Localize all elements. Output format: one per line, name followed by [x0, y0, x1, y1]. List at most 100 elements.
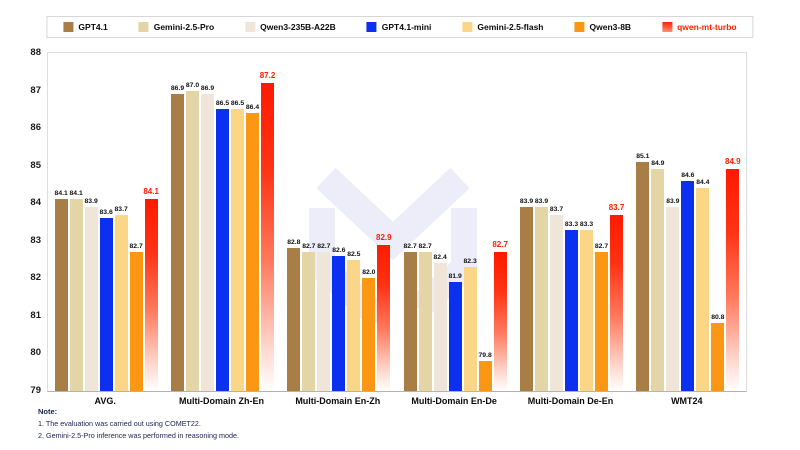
- bar-value-label: 83.7: [114, 205, 128, 213]
- y-tick-label: 85: [30, 159, 41, 171]
- bar-qwen-mt-turbo-2: [377, 244, 391, 391]
- bar-value-label: 83.9: [666, 197, 680, 205]
- bar-value-label: 82.7: [302, 243, 316, 251]
- y-tick-label: 83: [30, 234, 41, 246]
- legend-label: Qwen3-8B: [589, 22, 632, 32]
- bar-gpt4.1-5: [636, 161, 650, 391]
- bar-value-label: 82.4: [433, 254, 447, 262]
- bar-value-label: 82.8: [287, 239, 301, 247]
- bar-qwen3-8b-1: [246, 113, 259, 391]
- legend-label: qwen-mt-turbo: [677, 22, 737, 32]
- bar-value-label: 87.0: [185, 81, 200, 89]
- bar-value-label: 82.6: [332, 246, 346, 254]
- bar-value-label: 83.7: [549, 205, 564, 213]
- bar-gemini-2.5-flash-0: [114, 214, 128, 391]
- legend-swatch: [63, 22, 74, 32]
- bar-gpt4.1-2: [287, 248, 301, 391]
- legend-swatch: [245, 22, 256, 32]
- legend-label: GPT4.1: [78, 22, 108, 32]
- bar-qwen-mt-turbo-3: [493, 252, 507, 391]
- bar-gemini-2.5-pro-4: [535, 206, 548, 391]
- bar-value-label: 82.0: [362, 269, 376, 277]
- bar-qwen-mt-turbo-4: [610, 214, 623, 391]
- bar-value-label: 84.4: [696, 179, 710, 187]
- bar-gemini-2.5-flash-1: [231, 109, 244, 391]
- bar-value-label: 82.7: [403, 243, 417, 251]
- bar-value-label: 87.2: [259, 71, 276, 81]
- bar-qwen3-8b-2: [362, 278, 376, 391]
- legend-label: Qwen3-235B-A22B: [260, 22, 336, 32]
- bar-qwen3-8b-0: [129, 252, 143, 391]
- legend-item-qwen3-235b-a22b: Qwen3-235B-A22B: [245, 22, 336, 32]
- legend-label: Gemini-2.5-Pro: [153, 22, 215, 32]
- bar-gpt4.1-mini-4: [565, 229, 578, 391]
- legend-item-gemini-2.5-flash: Gemini-2.5-flash: [462, 22, 544, 32]
- bar-qwen-mt-turbo-5: [726, 169, 740, 391]
- bar-value-label: 82.7: [492, 240, 508, 250]
- bar-gpt4.1-mini-0: [99, 218, 113, 391]
- y-tick-label: 79: [30, 385, 41, 396]
- bar-gemini-2.5-pro-0: [69, 199, 83, 391]
- legend-label: GPT4.1-mini: [381, 22, 432, 32]
- y-tick-label: 84: [30, 197, 41, 209]
- bar-value-label: 82.7: [418, 243, 432, 251]
- y-tick-label: 80: [30, 347, 41, 359]
- legend-label: Gemini-2.5-flash: [477, 22, 544, 32]
- bar-qwen-mt-turbo-1: [261, 83, 274, 391]
- bar-gpt4.1-0: [54, 199, 68, 391]
- bar-value-label: 83.6: [99, 209, 113, 217]
- bar-gpt4.1-3: [403, 252, 417, 391]
- legend-item-gpt4.1: GPT4.1: [63, 22, 108, 32]
- bar-gemini-2.5-flash-3: [463, 267, 477, 391]
- bar-value-label: 80.8: [711, 314, 725, 322]
- bar-value-label: 82.7: [594, 243, 609, 251]
- bar-gpt4.1-mini-3: [448, 282, 462, 391]
- bar-gemini-2.5-pro-1: [186, 90, 199, 391]
- bar-value-label: 82.5: [347, 250, 361, 258]
- bar-gpt4.1-mini-2: [332, 255, 346, 391]
- bar-value-label: 84.1: [54, 190, 68, 198]
- bar-gemini-2.5-flash-2: [347, 259, 361, 391]
- bar-value-label: 83.7: [608, 202, 625, 212]
- bar-value-label: 82.9: [376, 232, 392, 242]
- bar-qwen3-8b-3: [478, 360, 492, 391]
- bar-gemini-2.5-pro-5: [651, 169, 665, 391]
- bar-gpt4.1-mini-1: [216, 109, 229, 391]
- legend-swatch: [574, 22, 585, 32]
- bar-value-label: 84.1: [69, 190, 83, 198]
- category-label-1: Multi-Domain Zh-En: [178, 396, 264, 406]
- bar-value-label: 84.9: [725, 157, 741, 167]
- bar-gpt4.1-mini-5: [681, 180, 695, 391]
- bar-gemini-2.5-pro-3: [418, 252, 432, 391]
- bar-value-label: 86.5: [215, 100, 230, 108]
- category-label-5: WMT24: [671, 396, 703, 406]
- bar-value-label: 86.9: [200, 85, 215, 93]
- bar-value-label: 82.7: [317, 243, 331, 251]
- bar-qwen3-235b-a22b-5: [666, 206, 680, 391]
- bar-gemini-2.5-flash-5: [696, 188, 710, 391]
- bar-value-label: 83.9: [519, 197, 534, 205]
- bar-value-label: 83.9: [84, 197, 98, 205]
- bar-value-label: 83.9: [534, 197, 549, 205]
- y-tick-label: 82: [30, 272, 41, 284]
- legend-swatch: [462, 22, 473, 32]
- bar-qwen3-235b-a22b-2: [317, 252, 331, 391]
- category-label-2: Multi-Domain En-Zh: [295, 396, 381, 406]
- legend-swatch: [662, 22, 673, 32]
- y-tick-label: 86: [30, 122, 41, 134]
- bar-qwen3-235b-a22b-4: [550, 214, 563, 391]
- bar-gpt4.1-1: [171, 94, 184, 391]
- note-block: Note: 1. The evaluation was carried out …: [38, 407, 239, 440]
- legend-item-gemini-2.5-pro: Gemini-2.5-Pro: [138, 22, 215, 32]
- category-label-3: Multi-Domain En-De: [411, 396, 497, 406]
- legend-swatch: [366, 22, 377, 32]
- legend-item-qwen-mt-turbo: qwen-mt-turbo: [662, 22, 737, 32]
- bar-value-label: 79.8: [478, 351, 492, 359]
- legend-swatch: [138, 22, 149, 32]
- bar-qwen3-235b-a22b-1: [201, 94, 214, 391]
- legend-item-qwen3-8b: Qwen3-8B: [574, 22, 632, 32]
- bar-gpt4.1-4: [520, 206, 533, 391]
- bar-qwen-mt-turbo-0: [144, 199, 158, 391]
- legend-item-gpt4.1-mini: GPT4.1-mini: [366, 22, 432, 32]
